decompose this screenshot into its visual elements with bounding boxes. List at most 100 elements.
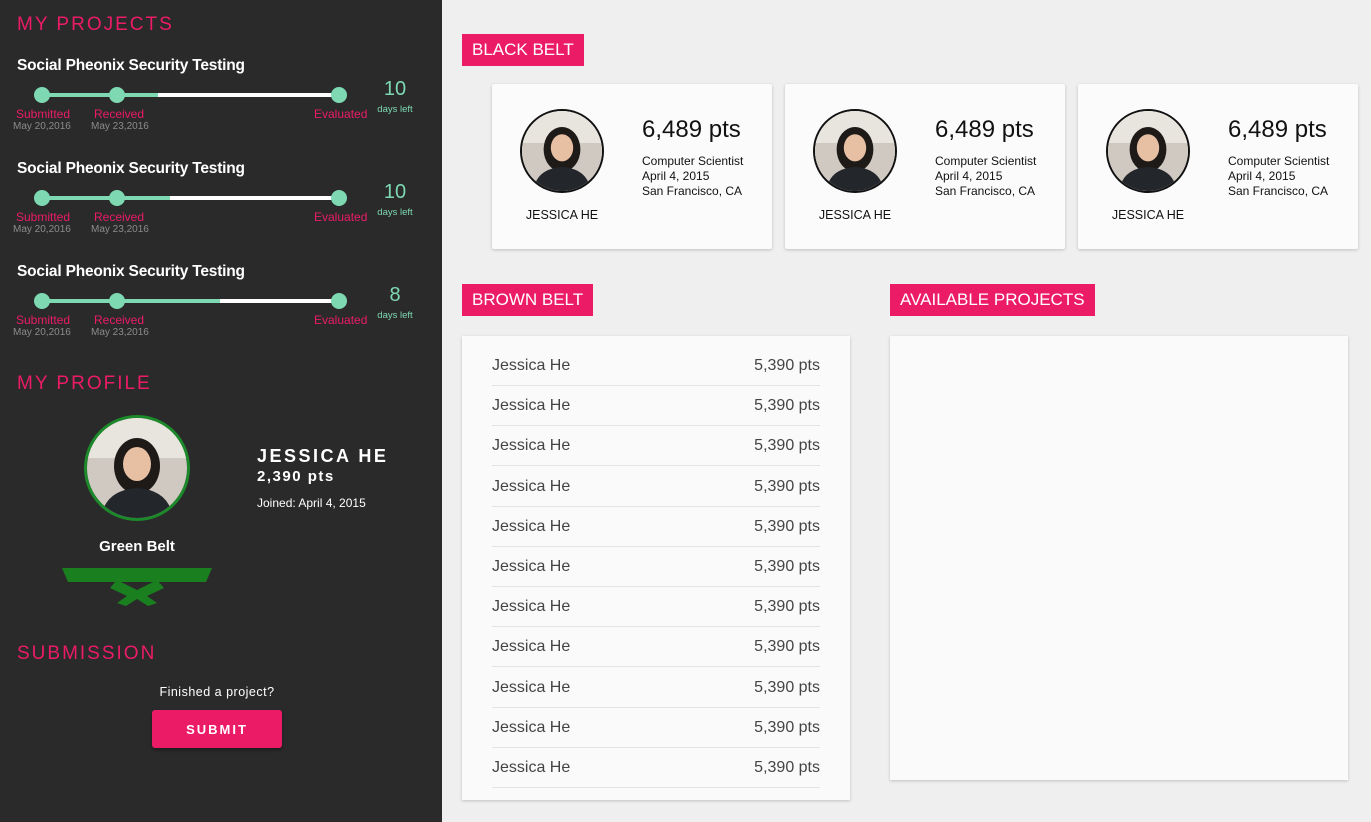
days-left-value: 8 bbox=[389, 284, 401, 306]
project-title[interactable]: Social Pheonix Security Testing bbox=[17, 57, 245, 74]
member-name: JESSICA HE bbox=[1111, 208, 1185, 222]
member-avatar bbox=[1106, 109, 1190, 193]
project-title[interactable]: Social Pheonix Security Testing bbox=[17, 263, 245, 280]
project-item[interactable]: Social Pheonix Security Testing Submitted… bbox=[0, 160, 442, 250]
available-projects-heading: AVAILABLE PROJECTS bbox=[890, 284, 1095, 316]
member-location: San Francisco, CA bbox=[642, 184, 743, 198]
stage-date: May 20,2016 bbox=[13, 327, 71, 338]
progress-fill bbox=[42, 196, 170, 200]
member-avatar bbox=[813, 109, 897, 193]
member-name: Jessica He bbox=[492, 477, 571, 495]
member-points: 6,489 pts bbox=[935, 116, 1034, 143]
black-belt-card[interactable]: JESSICA HE 6,489 pts Computer Scientist Apr… bbox=[492, 84, 772, 249]
sidebar: MY PROJECTS Social Pheonix Security Test… bbox=[0, 0, 442, 822]
member-name: Jessica He bbox=[492, 517, 571, 535]
profile-points: 2,390 pts bbox=[257, 468, 335, 485]
list-item[interactable]: Jessica He 5,390 pts bbox=[492, 668, 820, 708]
list-item[interactable]: Jessica He 5,390 pts bbox=[492, 386, 820, 427]
profile-joined-date: Joined: April 4, 2015 bbox=[257, 496, 366, 510]
green-belt-icon bbox=[62, 568, 212, 606]
member-points: 5,390 pts bbox=[754, 517, 820, 535]
member-name: Jessica He bbox=[492, 558, 571, 575]
list-item[interactable]: Jessica He 5,390 pts bbox=[492, 426, 820, 467]
list-item[interactable]: Jessica He 5,390 pts bbox=[492, 708, 820, 748]
progress-track bbox=[42, 93, 339, 97]
project-item[interactable]: Social Pheonix Security Testing Submitted… bbox=[0, 57, 442, 147]
member-title: Computer Scientist bbox=[935, 154, 1037, 168]
list-item[interactable]: Jessica He 5,390 pts bbox=[492, 547, 820, 587]
member-name: Jessica He bbox=[492, 357, 571, 374]
brown-belt-heading: BROWN BELT bbox=[462, 284, 594, 316]
stage-label: Evaluated bbox=[314, 107, 368, 121]
submission-heading: SUBMISSION bbox=[17, 643, 157, 664]
member-points: 5,390 pts bbox=[754, 477, 820, 495]
member-name: Jessica He bbox=[492, 598, 571, 616]
stage-dot bbox=[331, 293, 347, 309]
submission-prompt: Finished a project? bbox=[159, 685, 275, 699]
member-points: 5,390 pts bbox=[754, 357, 820, 374]
list-item[interactable]: Jessica He 5,390 pts bbox=[492, 467, 820, 507]
stage-date: May 20,2016 bbox=[13, 224, 71, 235]
stage-date: May 20,2016 bbox=[13, 121, 71, 132]
list-item[interactable]: Jessica He 5,390 pts bbox=[492, 587, 820, 628]
my-projects-heading: MY PROJECTS bbox=[17, 14, 174, 35]
stage-label: Evaluated bbox=[314, 210, 368, 224]
stage-dot bbox=[109, 87, 125, 103]
member-date: April 4, 2015 bbox=[935, 169, 1003, 183]
stage-label: Submitted bbox=[16, 210, 71, 224]
member-points: 5,390 pts bbox=[754, 718, 820, 736]
profile-name: JESSICA HE bbox=[257, 446, 389, 466]
stage-dot bbox=[34, 293, 50, 309]
black-belt-card[interactable]: JESSICA HE 6,489 pts Computer Scientist Apr… bbox=[785, 84, 1065, 249]
member-name: JESSICA HE bbox=[525, 208, 599, 222]
list-item[interactable]: Jessica He 5,390 pts bbox=[492, 507, 820, 547]
days-left-value: 10 bbox=[383, 181, 407, 203]
member-title: Computer Scientist bbox=[1228, 154, 1330, 168]
progress-fill bbox=[42, 299, 221, 303]
stage-label: Submitted bbox=[16, 107, 71, 121]
available-projects-panel bbox=[890, 336, 1348, 780]
stage-dot bbox=[331, 87, 347, 103]
days-left-label: days left bbox=[377, 207, 413, 218]
stage-label: Submitted bbox=[16, 313, 71, 327]
member-date: April 4, 2015 bbox=[642, 169, 710, 183]
stage-label: Received bbox=[94, 107, 145, 121]
member-name: Jessica He bbox=[492, 759, 571, 776]
submit-button[interactable]: SUBMIT bbox=[152, 710, 282, 748]
black-belt-heading: BLACK BELT bbox=[462, 34, 584, 66]
profile-avatar bbox=[84, 415, 190, 521]
member-points: 5,390 pts bbox=[754, 678, 820, 696]
black-belt-card[interactable]: JESSICA HE 6,489 pts Computer Scientist Apr… bbox=[1078, 84, 1358, 249]
project-item[interactable]: Social Pheonix Security Testing Submitted… bbox=[0, 263, 442, 353]
stage-label: Received bbox=[94, 313, 145, 327]
stage-date: May 23,2016 bbox=[91, 327, 149, 338]
member-avatar bbox=[520, 109, 604, 193]
brown-belt-leaderboard: Jessica He 5,390 pts Jessica He 5,390 pts Je… bbox=[462, 336, 850, 800]
progress-track bbox=[42, 299, 339, 303]
project-title[interactable]: Social Pheonix Security Testing bbox=[17, 160, 245, 177]
member-points: 6,489 pts bbox=[642, 116, 741, 143]
list-item[interactable]: Jessica He 5,390 pts bbox=[492, 627, 820, 668]
list-item[interactable]: Jessica He 5,390 pts bbox=[492, 748, 820, 788]
member-location: San Francisco, CA bbox=[1228, 184, 1329, 198]
member-points: 5,390 pts bbox=[754, 437, 820, 455]
stage-dot bbox=[34, 190, 50, 206]
progress-fill bbox=[42, 93, 158, 97]
days-left-label: days left bbox=[377, 104, 413, 115]
belt-name: Green Belt bbox=[99, 538, 175, 555]
list-item[interactable]: Jessica He 5,390 pts bbox=[492, 346, 820, 386]
stage-dot bbox=[109, 190, 125, 206]
member-name: Jessica He bbox=[492, 718, 571, 736]
stage-date: May 23,2016 bbox=[91, 121, 149, 132]
stage-label: Received bbox=[94, 210, 145, 224]
member-points: 6,489 pts bbox=[1228, 116, 1327, 143]
member-date: April 4, 2015 bbox=[1228, 169, 1296, 183]
member-points: 5,390 pts bbox=[754, 558, 820, 575]
stage-date: May 23,2016 bbox=[91, 224, 149, 235]
member-location: San Francisco, CA bbox=[935, 184, 1036, 198]
stage-dot bbox=[34, 87, 50, 103]
member-name: Jessica He bbox=[492, 638, 571, 656]
days-left-label: days left bbox=[377, 310, 413, 321]
member-points: 5,390 pts bbox=[754, 397, 820, 415]
member-name: JESSICA HE bbox=[818, 208, 892, 222]
